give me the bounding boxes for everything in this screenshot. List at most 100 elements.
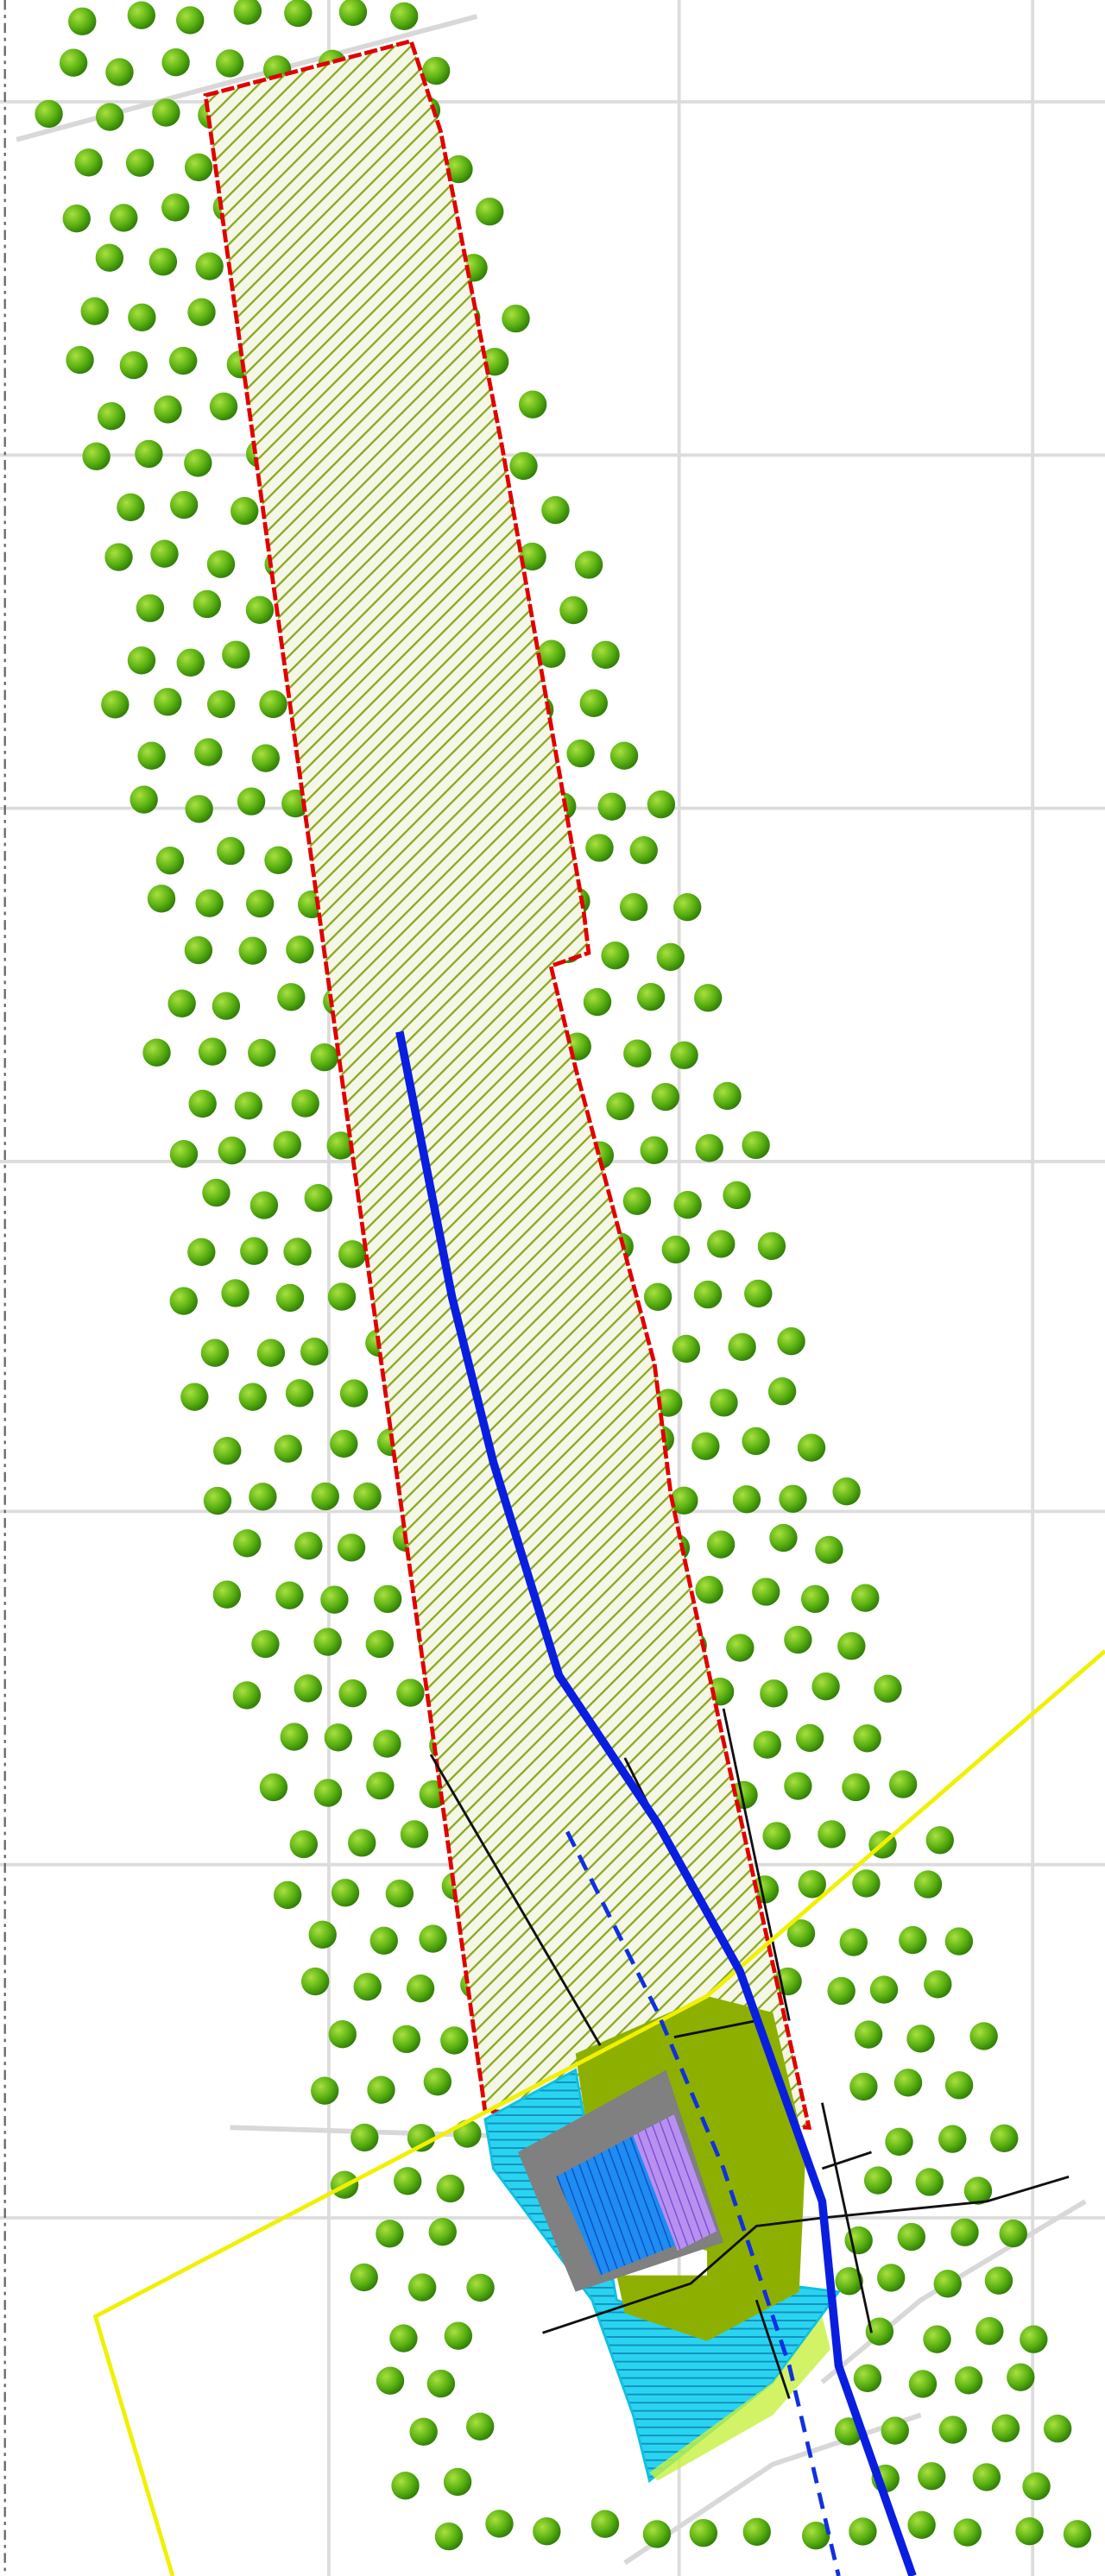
tree (169, 1139, 199, 1168)
tree (207, 690, 236, 719)
tree (209, 392, 238, 421)
tree (206, 550, 236, 578)
tree (97, 402, 126, 431)
tree (670, 1486, 698, 1515)
tree (328, 2019, 357, 2049)
tree (136, 594, 165, 622)
tree (426, 2369, 456, 2398)
tree (1015, 2517, 1044, 2546)
tree (373, 1584, 402, 1614)
tree (142, 1038, 171, 1067)
tree (195, 889, 224, 917)
tree (906, 2025, 935, 2053)
tree (574, 551, 603, 579)
tree (180, 1382, 209, 1411)
tree (818, 1820, 846, 1849)
tree (274, 1434, 302, 1463)
tree (240, 1237, 268, 1265)
tree (59, 48, 88, 77)
tree (284, 0, 313, 28)
tree (125, 148, 155, 177)
tree (537, 639, 566, 668)
tree (953, 2518, 982, 2547)
tree (286, 935, 314, 964)
tree (518, 390, 547, 419)
tree (842, 1773, 870, 1802)
tree (832, 1477, 861, 1506)
tree (1020, 2325, 1048, 2353)
tree (744, 1279, 773, 1308)
tree (924, 1970, 952, 1999)
tree (104, 543, 133, 571)
tree (176, 6, 205, 35)
tree (62, 205, 91, 233)
tree (647, 790, 676, 819)
tree (444, 2321, 473, 2350)
tree (654, 1389, 683, 1417)
tree (999, 2219, 1027, 2248)
tree (585, 834, 614, 862)
tree (119, 351, 148, 380)
tree (419, 1924, 447, 1953)
tree (167, 989, 196, 1017)
tree (757, 1231, 786, 1260)
tree (852, 1869, 881, 1898)
tree (400, 1820, 429, 1849)
tree (238, 1382, 267, 1411)
tree (742, 2517, 771, 2546)
tree (795, 1723, 824, 1753)
tree (811, 1672, 840, 1701)
tree (742, 1131, 770, 1160)
tree (331, 1879, 360, 1907)
tree (762, 1822, 791, 1850)
tree (407, 2273, 437, 2302)
tree (784, 1772, 812, 1800)
tree (752, 1578, 780, 1606)
tree (774, 1967, 802, 1996)
tree (1022, 2472, 1051, 2501)
tree (885, 2127, 913, 2157)
tree (779, 1484, 807, 1513)
tree (233, 0, 262, 25)
tree (760, 1679, 788, 1708)
tree (533, 2517, 561, 2546)
tree (706, 1530, 736, 1559)
tree (673, 1190, 702, 1219)
tree (453, 2119, 482, 2148)
tree (376, 2366, 405, 2395)
tree (161, 193, 190, 222)
tree (406, 1975, 435, 2003)
tree (194, 738, 223, 766)
tree (330, 1429, 358, 1458)
tree (839, 1928, 868, 1956)
tree (152, 98, 180, 127)
tree (338, 0, 368, 27)
tree (394, 2167, 422, 2195)
tree (622, 1187, 652, 1215)
tree (623, 1039, 652, 1068)
tree (275, 1283, 305, 1313)
tree (150, 539, 179, 568)
tree (212, 1580, 242, 1609)
tree (728, 1332, 756, 1362)
tree (893, 2069, 923, 2097)
tree (110, 204, 138, 232)
tree (579, 689, 608, 717)
tree (230, 496, 259, 526)
tree (117, 493, 145, 522)
tree (1007, 2363, 1035, 2391)
tree (285, 1379, 314, 1408)
tree (753, 1730, 781, 1759)
tree (256, 1338, 286, 1367)
tree (888, 1770, 918, 1798)
tree (391, 2472, 420, 2500)
tree (202, 1178, 230, 1207)
tree (385, 1880, 414, 1908)
tree (337, 1534, 366, 1562)
tree (509, 451, 538, 481)
tree (938, 2415, 967, 2444)
tree (466, 2412, 495, 2441)
tree (990, 2124, 1019, 2153)
tree (695, 1134, 723, 1162)
